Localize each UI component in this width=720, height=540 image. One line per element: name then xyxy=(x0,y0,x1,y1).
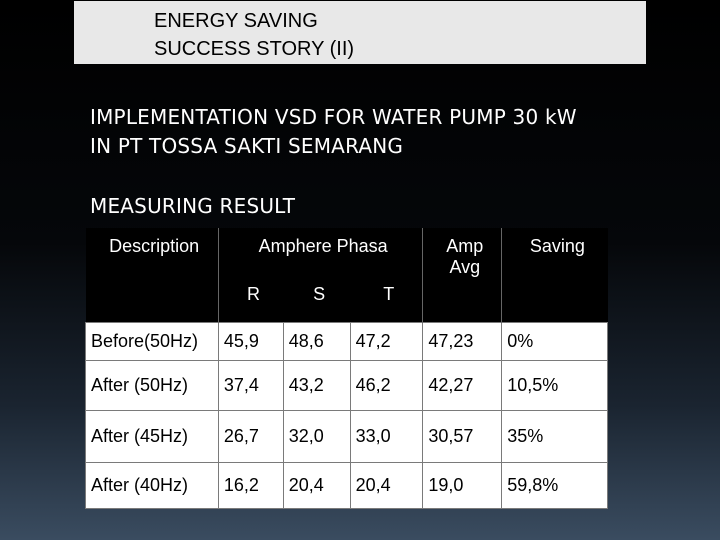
row-avg: 19,0 xyxy=(422,461,503,509)
header-amp-avg-line1: Amp xyxy=(446,236,484,256)
row-saving: 35% xyxy=(501,409,608,463)
heading-line-2: IN PT TOSSA SAKTI SEMARANG xyxy=(90,134,404,158)
row-r: 37,4 xyxy=(217,359,284,411)
heading-line-1: IMPLEMENTATION VSD FOR WATER PUMP 30 kW xyxy=(90,105,577,129)
row-saving: 0% xyxy=(501,321,608,361)
row-t: 33,0 xyxy=(349,409,424,463)
row-description: After (45Hz) xyxy=(85,409,219,463)
title-box: ENERGY SAVING SUCCESS STORY (II) xyxy=(74,1,646,64)
table-subheader-row: R S T xyxy=(85,278,608,322)
row-avg: 30,57 xyxy=(422,409,503,463)
row-s: 43,2 xyxy=(282,359,351,411)
header-s: S xyxy=(283,278,351,322)
row-saving: 59,8% xyxy=(501,461,608,509)
row-r: 45,9 xyxy=(217,321,284,361)
subheader-blank xyxy=(85,278,219,322)
row-t: 47,2 xyxy=(349,321,424,361)
header-r: R xyxy=(217,278,284,322)
header-amp-avg-line2: Avg xyxy=(449,257,481,277)
row-s: 32,0 xyxy=(282,409,351,463)
section-heading: MEASURING RESULT xyxy=(90,194,296,218)
row-description: After (50Hz) xyxy=(85,359,219,411)
row-description: After (40Hz) xyxy=(85,461,219,509)
row-t: 46,2 xyxy=(349,359,424,411)
row-r: 16,2 xyxy=(217,461,284,509)
table-row: After (50Hz) 37,4 43,2 46,2 42,27 10,5% xyxy=(85,359,608,411)
title-line-1: ENERGY SAVING xyxy=(154,10,318,32)
subheader-saving-blank xyxy=(501,278,608,322)
header-amphere-phasa: Amphere Phasa xyxy=(217,228,423,278)
row-avg: 47,23 xyxy=(422,321,503,361)
table-row: Before(50Hz) 45,9 48,6 47,2 47,23 0% xyxy=(85,321,608,361)
row-s: 48,6 xyxy=(282,321,351,361)
table-header-row: Description Amphere Phasa Amp Avg Saving xyxy=(85,228,608,322)
header-t: T xyxy=(350,278,423,322)
row-saving: 10,5% xyxy=(501,359,608,411)
table-row: After (45Hz) 26,7 32,0 33,0 30,57 35% xyxy=(85,409,608,463)
title-line-2: SUCCESS STORY (II) xyxy=(154,38,355,60)
row-s: 20,4 xyxy=(282,461,351,509)
header-saving: Saving xyxy=(501,228,608,278)
row-t: 20,4 xyxy=(349,461,424,509)
row-description: Before(50Hz) xyxy=(85,321,219,361)
measuring-result-table: Description Amphere Phasa Amp Avg Saving… xyxy=(85,228,608,509)
header-amp-avg: Amp Avg xyxy=(422,228,502,322)
table-row: After (40Hz) 16,2 20,4 20,4 19,0 59,8% xyxy=(85,461,608,509)
row-avg: 42,27 xyxy=(422,359,503,411)
row-r: 26,7 xyxy=(217,409,284,463)
header-description: Description xyxy=(85,228,219,278)
